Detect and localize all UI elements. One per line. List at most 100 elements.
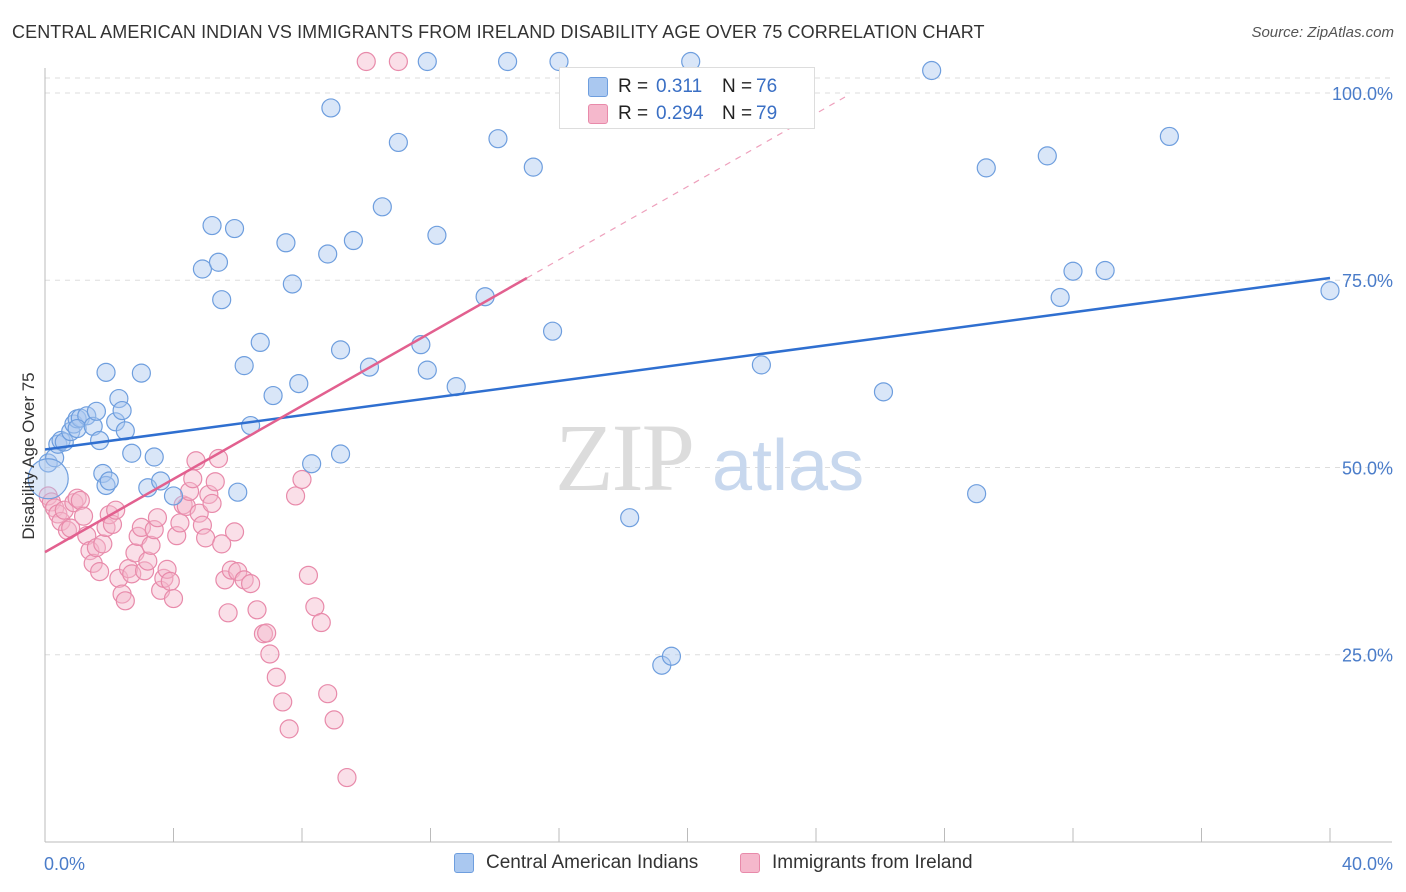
data-point (212, 290, 232, 310)
legend-n-label: N = (722, 103, 753, 124)
data-point (93, 534, 113, 554)
chart-title: CENTRAL AMERICAN INDIAN VS IMMIGRANTS FR… (12, 22, 985, 42)
tick-labels: 25.0% 50.0% 75.0% 100.0% 0.0% 40.0% (44, 84, 1393, 874)
data-point (324, 710, 344, 730)
legend-item-immigrants-from-ireland: Immigrants from Ireland (740, 852, 973, 874)
data-point (542, 321, 563, 341)
data-point (179, 481, 200, 502)
data-point (102, 514, 123, 535)
data-point (661, 646, 682, 666)
data-point (122, 443, 142, 463)
data-point (67, 488, 87, 508)
data-point (976, 158, 996, 178)
data-point (38, 453, 58, 473)
data-point (257, 623, 277, 643)
data-point (388, 132, 408, 153)
data-point-cluster (27, 458, 69, 500)
legend-row-blue: R = 0.311 N = 76 (560, 74, 777, 100)
data-point (922, 60, 942, 81)
data-point (170, 513, 190, 533)
y-tick-label: 75.0% (1342, 271, 1393, 291)
data-point (330, 340, 351, 360)
data-point (202, 493, 222, 514)
data-point (289, 374, 309, 394)
data-point (224, 218, 245, 239)
data-point (285, 486, 306, 506)
data-point (38, 486, 58, 506)
series-immigrants-from-ireland (38, 51, 408, 788)
data-point (343, 230, 363, 251)
data-point (115, 591, 135, 611)
data-point (1320, 281, 1340, 301)
data-point (356, 51, 376, 72)
data-point (77, 406, 97, 426)
legend-label: Immigrants from Ireland (772, 852, 973, 873)
data-point (221, 560, 241, 580)
legend-row-pink: R = 0.294 N = 79 (560, 101, 777, 127)
data-point (67, 418, 87, 439)
data-point (298, 565, 319, 585)
legend-r-label: R = (618, 103, 649, 124)
data-point (70, 490, 90, 511)
data-point (388, 51, 408, 72)
data-point (967, 484, 987, 504)
data-point (1037, 146, 1057, 166)
data-point (138, 551, 158, 571)
data-point (318, 244, 338, 264)
data-point (302, 454, 322, 474)
data-point (202, 215, 222, 236)
x-tick-label-end: 40.0% (1342, 854, 1393, 874)
data-point (260, 644, 280, 664)
data-point (144, 520, 164, 540)
data-point (224, 522, 245, 542)
y-axis-title: Disability Age Over 75 (19, 372, 38, 539)
data-point (131, 363, 151, 383)
data-point (873, 382, 894, 402)
data-point (99, 471, 119, 491)
data-point (273, 692, 293, 712)
data-point (141, 535, 161, 555)
legend-label: Central American Indians (486, 852, 699, 873)
data-point (163, 486, 184, 506)
data-point (228, 482, 248, 502)
legend-item-central-american-indians: Central American Indians (454, 852, 698, 874)
data-point (86, 401, 107, 421)
data-point (189, 503, 209, 523)
data-point (266, 667, 286, 687)
legend-n-value: 79 (756, 103, 778, 124)
data-point (279, 719, 299, 739)
data-point (318, 684, 338, 704)
data-point (83, 416, 103, 436)
data-point (337, 767, 357, 788)
data-point (54, 500, 74, 520)
data-point (276, 233, 296, 253)
blue-swatch-icon (588, 77, 608, 97)
watermark: ZIP atlas (555, 404, 864, 511)
legend-r-value: 0.294 (656, 103, 704, 124)
data-point (192, 515, 213, 535)
data-point (212, 534, 232, 554)
data-point (427, 225, 447, 245)
data-point (498, 51, 518, 72)
legend-r-value: 0.311 (656, 76, 703, 97)
trendline-pink-extension (526, 94, 849, 279)
data-point (109, 388, 129, 409)
data-point (112, 400, 132, 421)
data-point (417, 360, 437, 380)
data-point (282, 274, 302, 294)
data-point (1159, 126, 1179, 147)
legend-n-value: 76 (756, 76, 778, 97)
data-point (73, 506, 94, 526)
x-tick-label-start: 0.0% (44, 854, 85, 874)
trendline-pink (44, 276, 528, 554)
trendlines (44, 94, 1331, 554)
correlation-legend: R = 0.311 N = 76 R = 0.294 N = 79 (559, 67, 815, 129)
legend-n-label: N = (722, 76, 753, 97)
data-point (96, 362, 116, 382)
data-point (218, 603, 238, 623)
data-point (1063, 261, 1083, 281)
data-point (90, 562, 110, 582)
pink-swatch-icon (588, 104, 608, 124)
watermark-atlas: atlas (712, 426, 864, 506)
